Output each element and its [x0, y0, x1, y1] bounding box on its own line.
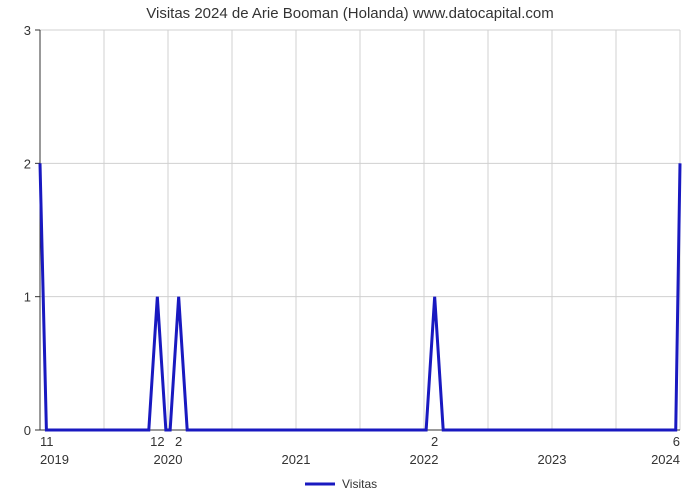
x-secondary-label: 2 — [431, 434, 438, 449]
x-year-label: 2023 — [538, 452, 567, 467]
chart-container: Visitas 2024 de Arie Booman (Holanda) ww… — [0, 0, 700, 500]
x-year-label: 2024 — [651, 452, 680, 467]
y-tick-label: 3 — [24, 23, 31, 38]
x-year-label: 2021 — [282, 452, 311, 467]
y-tick-label: 2 — [24, 156, 31, 171]
x-secondary-label: 2 — [175, 434, 182, 449]
legend-label: Visitas — [342, 477, 377, 491]
chart-title: Visitas 2024 de Arie Booman (Holanda) ww… — [146, 5, 553, 22]
y-tick-label: 0 — [24, 423, 31, 438]
x-secondary-label: 12 — [150, 434, 164, 449]
x-year-label: 2022 — [410, 452, 439, 467]
x-secondary-label: 11 — [40, 434, 54, 449]
y-tick-label: 1 — [24, 290, 31, 305]
x-year-label: 2019 — [40, 452, 69, 467]
x-secondary-label: 6 — [673, 434, 680, 449]
x-year-label: 2020 — [154, 452, 183, 467]
line-chart: Visitas 2024 de Arie Booman (Holanda) ww… — [0, 0, 700, 500]
